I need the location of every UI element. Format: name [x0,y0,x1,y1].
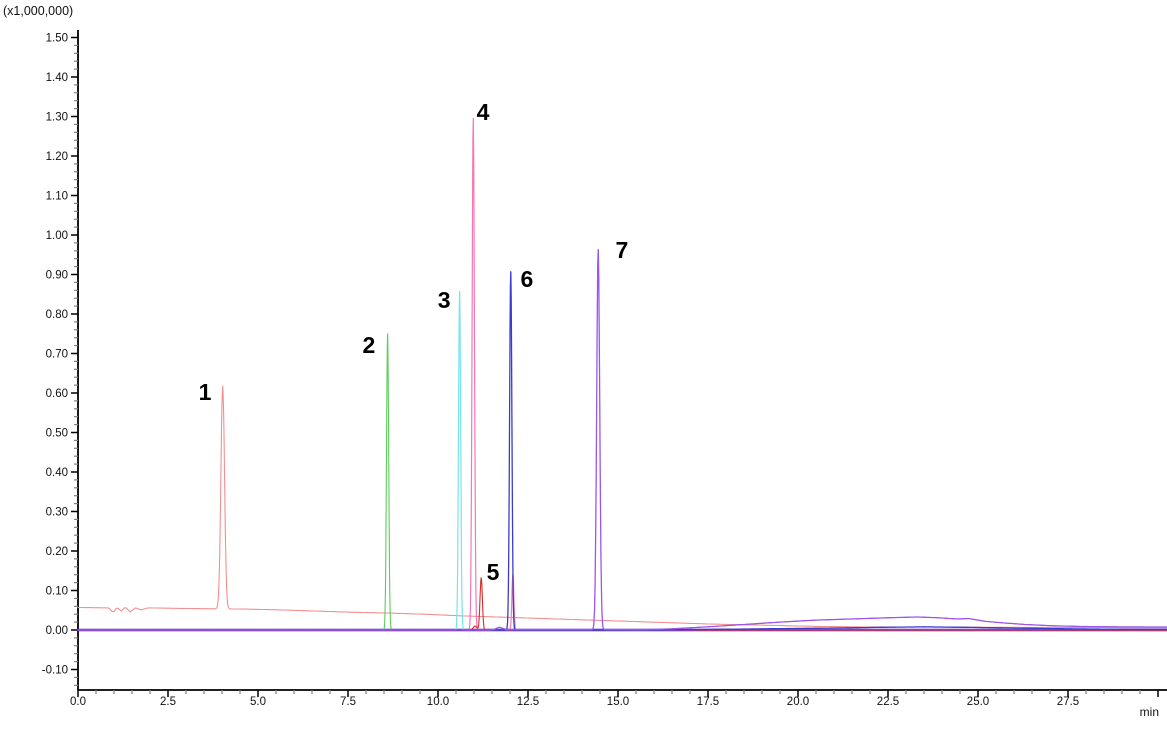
y-tick-label: 0.80 [46,309,68,321]
trace-pink [77,117,1167,631]
y-axis-unit-label: (x1,000,000) [3,4,74,18]
y-tick-label: 1.40 [46,72,68,84]
y-tick-label: 0.60 [46,388,68,400]
trace-green [77,333,1167,631]
trace-red [77,577,1167,631]
peak-label-6: 6 [521,266,534,292]
x-tick-label: 15.0 [607,696,629,708]
x-tick-label: 5.0 [250,696,266,708]
x-tick-label: 25.0 [967,696,989,708]
trace-cyan [77,290,1167,631]
x-axis-unit-label: min [1139,705,1159,719]
y-tick-label: 0.50 [46,428,68,440]
trace-violet [77,248,1167,631]
y-tick-label: -0.10 [42,665,68,677]
trace-blue [77,271,1167,631]
y-tick-label: 1.10 [46,191,68,203]
peak-label-3: 3 [438,287,451,313]
trace-salmon [77,385,1167,629]
y-tick-label: 0.40 [46,467,68,479]
y-tick-label: 0.70 [46,349,68,361]
x-tick-label: 2.5 [160,696,176,708]
peak-label-5: 5 [487,559,500,585]
y-tick-label: 0.20 [46,546,68,558]
y-tick-label: 1.30 [46,112,68,124]
x-tick-label: 7.5 [340,696,356,708]
x-tick-label: 17.5 [697,696,719,708]
y-tick-label: 0.90 [46,270,68,282]
x-tick-label: 22.5 [877,696,899,708]
peak-label-2: 2 [362,332,375,358]
y-tick-label: 1.50 [46,33,68,45]
peak-label-4: 4 [477,99,490,125]
x-tick-label: 0.0 [70,696,86,708]
x-tick-label: 27.5 [1057,696,1079,708]
peak-label-7: 7 [616,237,629,263]
y-tick-label: 1.20 [46,151,68,163]
peak-label-1: 1 [199,379,212,405]
x-tick-label: 10.0 [427,696,449,708]
y-tick-label: 1.00 [46,230,68,242]
x-tick-label: 20.0 [787,696,809,708]
y-tick-label: 0.00 [46,625,68,637]
y-tick-label: 0.10 [46,586,68,598]
x-tick-label: 12.5 [517,696,539,708]
y-tick-label: 0.30 [46,507,68,519]
